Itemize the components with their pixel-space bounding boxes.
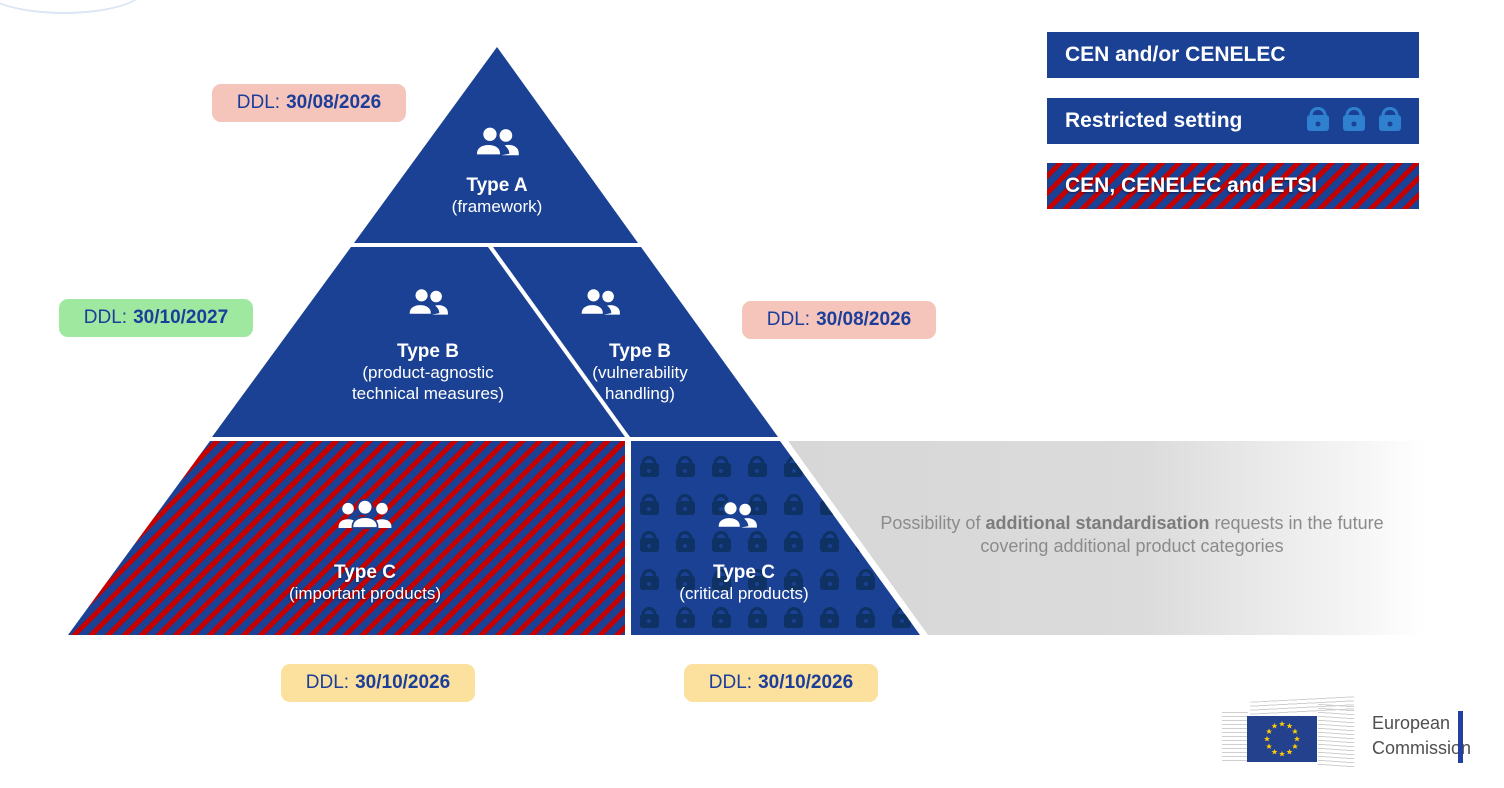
pyramid-tier-type-c-important: Type C (important products) bbox=[68, 441, 625, 635]
ddl-date: 30/10/2026 bbox=[355, 672, 451, 693]
ddl-badge-type-b-right: DDL: 30/08/2026 bbox=[742, 301, 936, 339]
lock-icon bbox=[1379, 115, 1401, 131]
future-requests-note: Possibility of additional standardisatio… bbox=[862, 512, 1402, 558]
ddl-prefix: DDL: bbox=[236, 92, 281, 113]
logo-decorative-lines bbox=[1318, 703, 1354, 769]
tier-c-right-title: Type C bbox=[713, 562, 775, 583]
lock-icon-grid bbox=[631, 441, 920, 635]
ec-logo-text: European Commission bbox=[1372, 711, 1471, 761]
tier-b-right-subtitle: (vulnerability handling) bbox=[592, 363, 688, 403]
ddl-prefix: DDL: bbox=[83, 307, 128, 328]
note-pre: Possibility of bbox=[880, 513, 986, 533]
tier-c-right-subtitle: (critical products) bbox=[679, 584, 809, 603]
lock-icon bbox=[1343, 115, 1365, 131]
lock-icon bbox=[1307, 115, 1329, 131]
tier-b-left-subtitle: (product-agnostic technical measures) bbox=[351, 363, 505, 403]
ec-logo-line2: Commission bbox=[1372, 738, 1472, 758]
tier-a-title: Type A bbox=[466, 175, 528, 196]
legend-restricted-setting: Restricted setting bbox=[1047, 98, 1419, 144]
decorative-arc bbox=[0, 0, 146, 14]
tier-a-subtitle: (framework) bbox=[451, 197, 543, 216]
ddl-prefix: DDL: bbox=[305, 672, 350, 693]
ddl-prefix: DDL: bbox=[708, 672, 753, 693]
tier-c-left-title: Type C bbox=[334, 562, 396, 583]
ec-logo-line1: European bbox=[1372, 713, 1451, 733]
ddl-date: 30/08/2026 bbox=[816, 309, 912, 330]
note-bold: additional standardisation bbox=[985, 513, 1210, 533]
ddl-badge-type-a: DDL: 30/08/2026 bbox=[212, 84, 406, 122]
tier-b-left-title: Type B bbox=[397, 341, 459, 362]
people-icon bbox=[407, 288, 449, 316]
legend-label: CEN and/or CENELEC bbox=[1065, 43, 1286, 66]
ddl-date: 30/10/2026 bbox=[758, 672, 854, 693]
legend-cen-cenelec: CEN and/or CENELEC bbox=[1047, 32, 1419, 78]
ddl-prefix: DDL: bbox=[766, 309, 811, 330]
lock-icons bbox=[1307, 111, 1401, 131]
legend-label: CEN, CENELEC and ETSI bbox=[1065, 174, 1318, 197]
ddl-badge-type-c-right: DDL: 30/10/2026 bbox=[684, 664, 878, 702]
people-icon bbox=[716, 501, 758, 529]
tier-b-right-title: Type B bbox=[609, 341, 671, 362]
people-icon bbox=[579, 288, 621, 316]
group-icon bbox=[338, 499, 392, 529]
ddl-badge-type-b-left: DDL: 30/10/2027 bbox=[59, 299, 253, 337]
pyramid-tier-type-a: Type A (framework) bbox=[354, 47, 638, 243]
eu-flag-icon bbox=[1247, 716, 1317, 762]
ddl-badge-type-c-left: DDL: 30/10/2026 bbox=[281, 664, 475, 702]
legend-label: Restricted setting bbox=[1065, 109, 1243, 132]
tier-c-left-subtitle: (important products) bbox=[288, 584, 442, 603]
people-icon bbox=[474, 126, 520, 157]
note-post: requests in the future covering addition… bbox=[980, 513, 1384, 556]
ec-logo-bar bbox=[1458, 711, 1463, 763]
legend-cen-cenelec-etsi: CEN, CENELEC and ETSI bbox=[1047, 163, 1419, 209]
logo-decorative-lines bbox=[1222, 712, 1248, 764]
ddl-date: 30/08/2026 bbox=[286, 92, 382, 113]
ddl-date: 30/10/2027 bbox=[133, 307, 229, 328]
eu-stars bbox=[1264, 721, 1300, 757]
